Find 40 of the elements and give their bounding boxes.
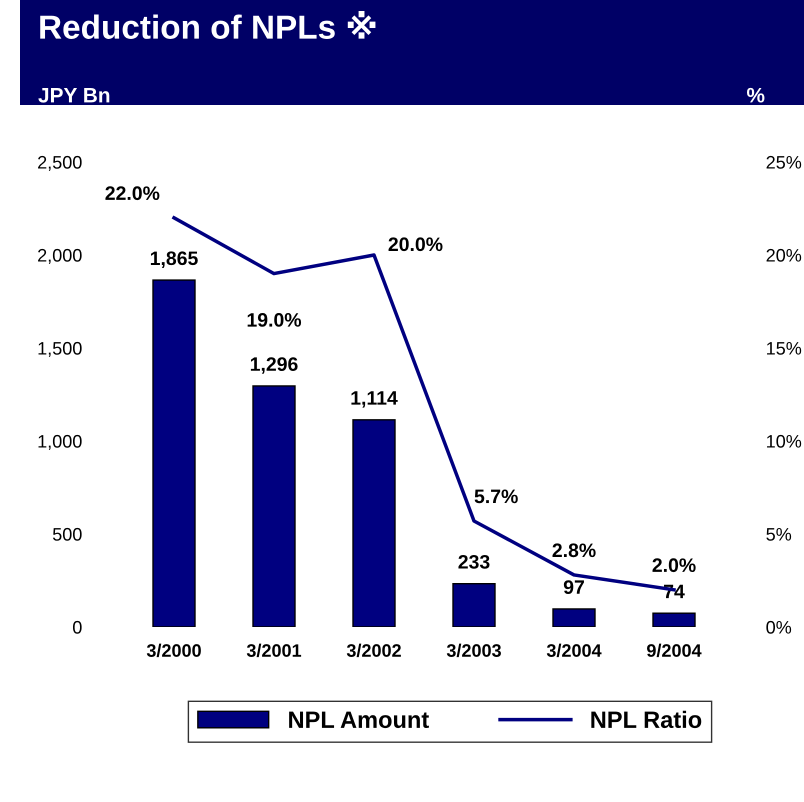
data-label: 20.0%: [388, 237, 443, 252]
x-tick-label: 3/2002: [346, 644, 401, 658]
chart-title: Reduction of NPLs ※: [40, 10, 376, 39]
y-tick-label: 500: [52, 528, 82, 541]
legend-label: NPL Ratio: [591, 710, 702, 728]
y-tick-label: 2,500: [38, 156, 82, 171]
legend-label: NPL Amount: [289, 712, 429, 728]
data-label: 2.8%: [552, 543, 596, 558]
data-label: 2.0%: [652, 558, 696, 572]
bar: [452, 582, 496, 627]
y-tick-label: 1,000: [38, 434, 82, 450]
y-tick-label: 2,000: [38, 248, 82, 264]
data-label: 1,865: [150, 251, 198, 268]
bar: [252, 385, 296, 627]
y2-tick-label: 10%: [767, 434, 802, 448]
x-tick-label: 3/2004: [546, 644, 602, 658]
data-label: 19.0%: [248, 313, 302, 327]
bar: [652, 612, 696, 627]
y2-tick-label: 0%: [766, 620, 792, 634]
y-tick-label: 1,500: [38, 342, 82, 357]
x-tick-label: 3/2000: [146, 644, 201, 658]
x-tick-label: 3/2001: [246, 644, 302, 658]
bar: [152, 279, 196, 627]
data-label: 233: [458, 554, 490, 569]
x-tick-label: 3/2003: [446, 644, 501, 658]
bar: [552, 608, 596, 627]
y2-tick-label: 5%: [766, 528, 792, 541]
data-label: 97: [564, 580, 584, 594]
x-tick-label: 9/2004: [647, 644, 702, 658]
y-tick-label: 0: [73, 620, 82, 634]
y2-axis-title: %: [746, 88, 764, 103]
y2-tick-label: 25%: [766, 156, 802, 169]
data-label: 1,114: [351, 391, 398, 408]
y2-tick-label: 20%: [766, 248, 802, 262]
data-label: 5.7%: [474, 490, 518, 504]
y2-tick-label: 15%: [767, 342, 802, 355]
data-label: 22.0%: [105, 186, 160, 200]
bar: [352, 419, 396, 627]
y-axis-title: JPY Bn: [38, 88, 110, 103]
data-label: 1,296: [250, 357, 298, 374]
